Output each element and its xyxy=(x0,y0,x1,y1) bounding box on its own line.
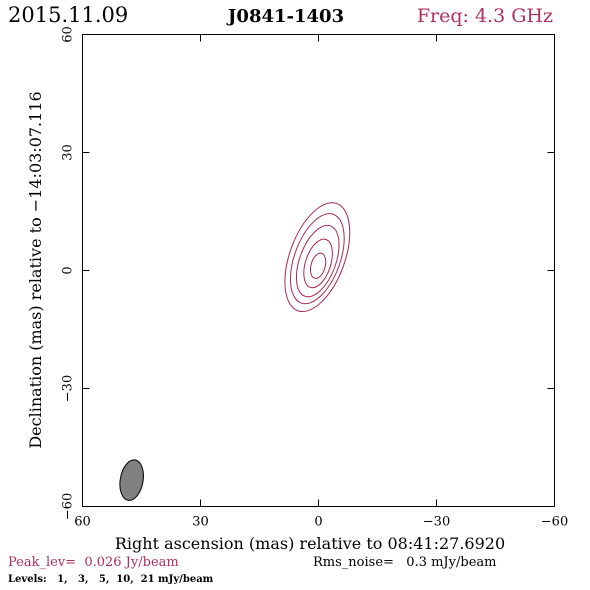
y-axis-title: Declination (mas) relative to −14:03:07.… xyxy=(26,91,45,448)
x-tick-label: 30 xyxy=(192,515,209,530)
contour-level-10 xyxy=(303,238,333,289)
y-tick-label: −60 xyxy=(61,493,76,520)
source-name: J0841-1403 xyxy=(226,6,344,27)
x-tick-label: 60 xyxy=(74,515,91,530)
x-axis-title: Right ascension (mas) relative to 08:41:… xyxy=(115,534,505,553)
source-contours xyxy=(284,202,351,313)
y-tick-label: 60 xyxy=(61,26,76,43)
x-tick-label: 0 xyxy=(314,515,322,530)
observation-date: 2015.11.09 xyxy=(8,3,128,27)
rms-noise: Rms_noise= 0.3 mJy/beam xyxy=(313,555,496,570)
contour-level-3 xyxy=(289,213,345,305)
beam-ellipse xyxy=(119,459,144,501)
contour-level-1 xyxy=(284,202,351,313)
plot-frame xyxy=(82,34,555,507)
frequency-label: Freq: 4.3 GHz xyxy=(417,5,553,27)
y-tick-label: −30 xyxy=(61,375,76,402)
contour-levels: Levels: 1, 3, 5, 10, 21 mJy/beam xyxy=(8,574,214,585)
contour-level-21 xyxy=(309,252,327,279)
x-tick-label: −60 xyxy=(541,515,568,530)
axis-ticks xyxy=(82,34,555,507)
x-tick-label: −30 xyxy=(423,515,450,530)
axis-tick-labels: 60 30 0 −30 −60 −60 −30 0 30 60 xyxy=(61,26,569,529)
y-tick-label: 0 xyxy=(61,266,76,274)
beam-layer xyxy=(119,459,144,501)
peak-level: Peak_lev= 0.026 Jy/beam xyxy=(8,555,179,570)
contour-level-5 xyxy=(295,224,340,298)
y-tick-label: 30 xyxy=(61,144,76,161)
